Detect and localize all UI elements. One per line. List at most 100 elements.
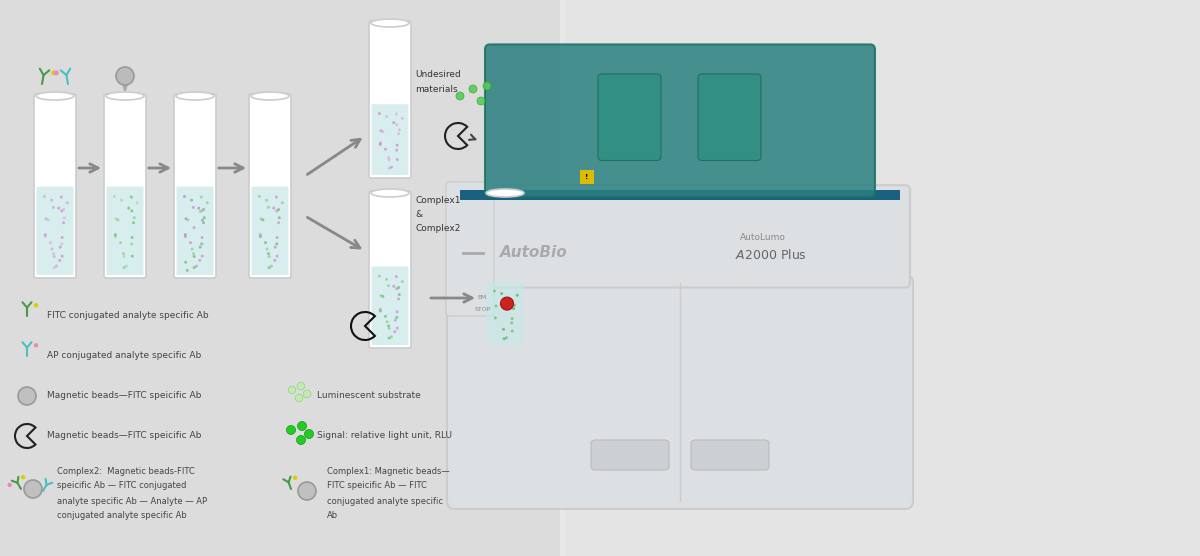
FancyBboxPatch shape: [446, 182, 494, 316]
Text: Complex2: Complex2: [415, 224, 461, 232]
Circle shape: [127, 207, 131, 210]
FancyBboxPatch shape: [0, 0, 560, 556]
Text: Signal: relative light unit, RLU: Signal: relative light unit, RLU: [317, 431, 452, 440]
Circle shape: [66, 201, 68, 204]
Circle shape: [388, 158, 391, 161]
Text: Luminescent substrate: Luminescent substrate: [317, 391, 421, 400]
Circle shape: [298, 421, 306, 430]
FancyBboxPatch shape: [174, 94, 216, 278]
Circle shape: [24, 480, 42, 498]
Ellipse shape: [106, 92, 144, 100]
Text: Magnetic beads—FITC speicific Ab: Magnetic beads—FITC speicific Ab: [47, 391, 202, 400]
Text: conjugated analyte specific Ab: conjugated analyte specific Ab: [58, 512, 187, 520]
Circle shape: [503, 337, 505, 340]
Circle shape: [392, 285, 395, 288]
Circle shape: [119, 241, 122, 244]
Circle shape: [392, 121, 395, 124]
Circle shape: [469, 85, 478, 93]
Circle shape: [20, 475, 25, 479]
Circle shape: [270, 265, 272, 267]
Circle shape: [258, 195, 260, 198]
Circle shape: [200, 210, 203, 212]
Circle shape: [396, 143, 398, 147]
Circle shape: [276, 236, 278, 239]
Circle shape: [194, 265, 198, 267]
Circle shape: [122, 255, 126, 258]
Circle shape: [293, 475, 298, 480]
Text: FITC conjugated analyte specific Ab: FITC conjugated analyte specific Ab: [47, 311, 209, 320]
Circle shape: [198, 259, 202, 262]
Circle shape: [276, 255, 278, 257]
Circle shape: [120, 198, 124, 202]
Circle shape: [395, 275, 398, 278]
Text: STOP: STOP: [475, 307, 491, 312]
Text: speicific Ab — FITC conjugated: speicific Ab — FITC conjugated: [58, 481, 186, 490]
Circle shape: [516, 294, 518, 297]
Circle shape: [131, 242, 133, 245]
FancyBboxPatch shape: [34, 94, 76, 278]
Text: materials: materials: [415, 85, 457, 93]
Text: Complex2:  Magnetic beads-FITC: Complex2: Magnetic beads-FITC: [58, 466, 194, 475]
FancyBboxPatch shape: [691, 440, 769, 470]
Circle shape: [192, 252, 196, 255]
Circle shape: [60, 242, 64, 245]
Ellipse shape: [371, 189, 409, 197]
Circle shape: [484, 82, 491, 90]
FancyBboxPatch shape: [176, 187, 214, 275]
Circle shape: [278, 216, 281, 219]
FancyBboxPatch shape: [370, 21, 412, 178]
Circle shape: [281, 201, 283, 204]
Circle shape: [182, 195, 186, 198]
Circle shape: [379, 143, 382, 146]
FancyBboxPatch shape: [250, 94, 292, 278]
Circle shape: [60, 210, 64, 212]
Circle shape: [61, 236, 64, 239]
FancyBboxPatch shape: [372, 104, 408, 175]
Text: AutoBio: AutoBio: [500, 245, 568, 260]
Circle shape: [274, 259, 276, 262]
Circle shape: [265, 247, 269, 250]
Circle shape: [262, 219, 264, 221]
Circle shape: [131, 236, 133, 239]
FancyBboxPatch shape: [448, 275, 913, 509]
Circle shape: [116, 219, 119, 221]
Circle shape: [378, 112, 380, 115]
Text: !: !: [586, 174, 589, 180]
FancyBboxPatch shape: [565, 0, 1200, 556]
Circle shape: [295, 394, 302, 402]
Circle shape: [59, 259, 61, 262]
Circle shape: [384, 148, 386, 151]
Circle shape: [511, 330, 514, 332]
Circle shape: [388, 324, 390, 327]
Circle shape: [199, 246, 202, 249]
Circle shape: [202, 208, 205, 211]
Circle shape: [494, 316, 497, 320]
Circle shape: [47, 219, 49, 221]
Text: Magnetic beads—FITC speicific Ab: Magnetic beads—FITC speicific Ab: [47, 431, 202, 440]
Circle shape: [398, 128, 401, 131]
Circle shape: [192, 226, 196, 229]
Circle shape: [259, 217, 263, 220]
Circle shape: [52, 252, 55, 255]
Circle shape: [200, 242, 203, 245]
Ellipse shape: [176, 92, 214, 100]
Circle shape: [379, 308, 382, 311]
FancyBboxPatch shape: [370, 191, 412, 348]
FancyBboxPatch shape: [252, 187, 288, 275]
Circle shape: [275, 210, 278, 212]
Circle shape: [390, 335, 392, 338]
Circle shape: [62, 208, 65, 211]
Circle shape: [266, 206, 270, 209]
Circle shape: [268, 252, 270, 255]
Circle shape: [287, 425, 295, 434]
Circle shape: [272, 207, 275, 210]
FancyBboxPatch shape: [484, 191, 526, 348]
Circle shape: [114, 235, 116, 238]
Circle shape: [397, 132, 400, 135]
Circle shape: [494, 305, 498, 307]
Circle shape: [388, 336, 391, 340]
Circle shape: [395, 148, 398, 152]
Circle shape: [203, 216, 206, 219]
Circle shape: [125, 265, 128, 267]
Circle shape: [193, 255, 196, 258]
